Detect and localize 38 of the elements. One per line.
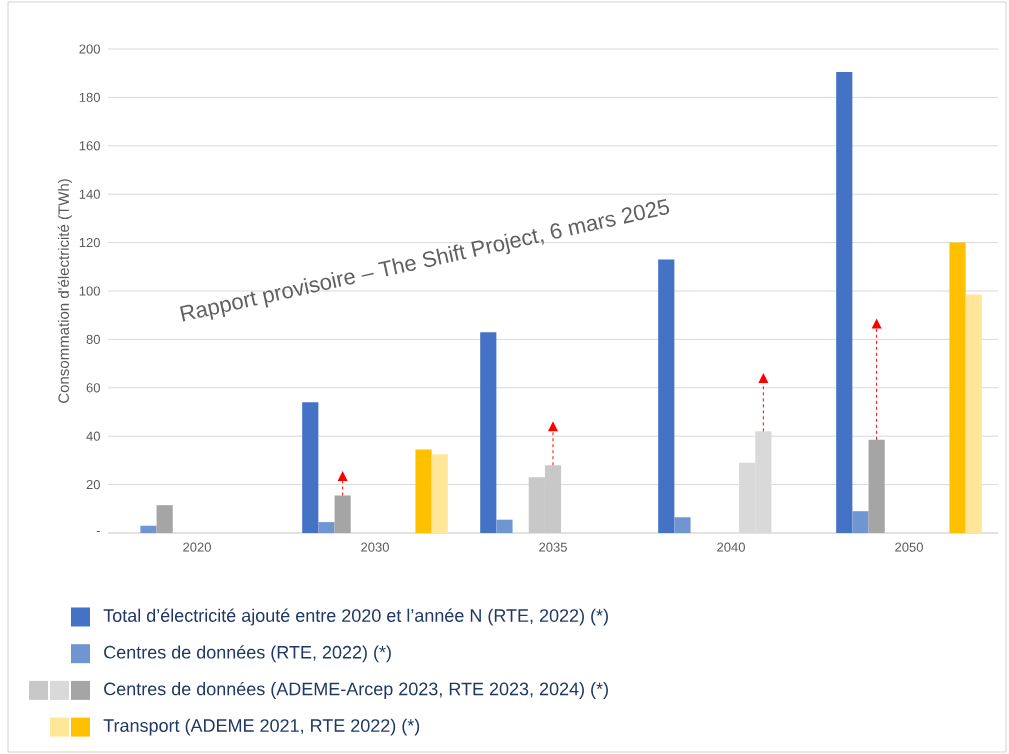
y-tick-label: 120 bbox=[79, 237, 100, 248]
bar bbox=[140, 525, 157, 533]
y-tick-label: 160 bbox=[79, 141, 100, 151]
x-tick-label: 2030 bbox=[361, 542, 389, 552]
y-tick-label: 140 bbox=[79, 189, 100, 199]
y-tick-label: 200 bbox=[79, 44, 100, 54]
y-tick-label: - bbox=[96, 531, 100, 533]
bar bbox=[318, 522, 335, 533]
bar bbox=[965, 294, 982, 533]
x-tick-label: 2020 bbox=[183, 542, 211, 552]
legend-label: Centres de données (RTE, 2022) (*) bbox=[104, 645, 391, 663]
legend-label: Total d’électricité ajouté entre 2020 et l’année N (RTE, 2022) (*) bbox=[103, 608, 608, 626]
bar bbox=[868, 439, 885, 533]
bar bbox=[334, 495, 351, 533]
x-tick-label: 2050 bbox=[895, 542, 923, 552]
bar bbox=[480, 332, 497, 533]
bar bbox=[302, 402, 319, 533]
legend-label: Centres de données (ADEME-Arcep 2023, RTE 2023, 2024) (*) bbox=[104, 681, 608, 699]
annotation: Rapport provisoire – The Shift Project, 6 mars 2025 bbox=[180, 198, 670, 322]
bar bbox=[949, 242, 966, 533]
y-tick-label: 40 bbox=[86, 431, 100, 441]
bar bbox=[852, 511, 869, 533]
bar bbox=[674, 517, 691, 533]
bar bbox=[836, 71, 853, 533]
x-tick-label: 2035 bbox=[539, 542, 567, 552]
bar bbox=[496, 519, 513, 533]
y-tick-label: 180 bbox=[79, 92, 100, 102]
x-tick-label: 2040 bbox=[717, 542, 745, 552]
bar bbox=[658, 259, 675, 533]
bar bbox=[431, 454, 448, 533]
y-tick-label: 20 bbox=[86, 479, 100, 490]
legend-label: Transport (ADEME 2021, RTE 2022) (*) bbox=[103, 718, 420, 736]
bar bbox=[415, 449, 432, 533]
y-tick-label: 60 bbox=[86, 383, 100, 393]
bar bbox=[156, 505, 173, 533]
y-tick-label: 100 bbox=[79, 286, 100, 296]
y-axis-title: Consommation d'électricité (TWh) bbox=[57, 179, 72, 403]
y-tick-label: 80 bbox=[86, 334, 100, 344]
